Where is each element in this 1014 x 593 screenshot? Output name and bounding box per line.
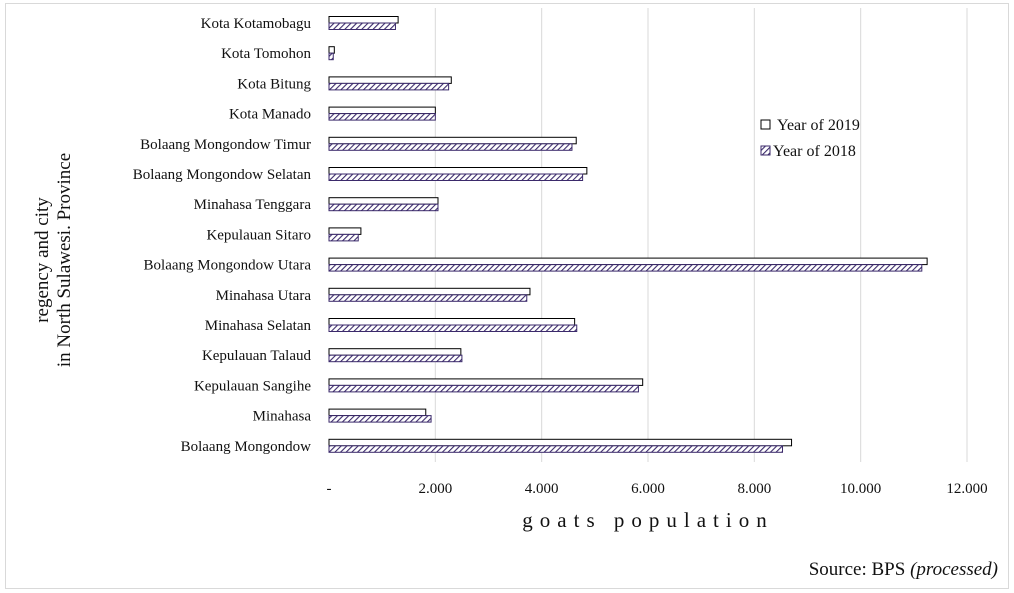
category-label: Bolaang Mongondow Selatan (133, 167, 312, 183)
bar-2018 (328, 294, 528, 302)
bar-2019 (328, 106, 436, 115)
x-tick-labels: - 2.000 4.000 6.000 8.000 10.000 12.000 (327, 481, 988, 497)
bar-2018 (328, 143, 573, 151)
bar-2018 (328, 113, 436, 121)
bar-2018 (328, 324, 578, 332)
bar-2018 (328, 173, 584, 181)
x-tick-label: 4.000 (525, 481, 559, 497)
category-label: Minahasa Utara (216, 288, 312, 304)
bar-2018 (328, 22, 396, 30)
category-labels: Kota Kotamobagu Kota Tomohon Kota Bitung Ko… (133, 16, 312, 455)
category-label: Kepulauan Talaud (202, 348, 312, 364)
bar-2019 (328, 136, 577, 145)
legend-label-2018: Year of 2018 (773, 143, 856, 160)
bar-2018 (328, 203, 439, 212)
category-label: Bolaang Mongondow Timur (140, 137, 311, 153)
y-axis-title: regency and city in North Sulawesi. Prov… (32, 153, 75, 367)
bar-2019 (328, 76, 452, 84)
category-label: Minahasa Tenggara (194, 197, 312, 213)
bar-2019 (328, 348, 462, 356)
y-axis-title-line-2: in North Sulawesi. Province (54, 153, 75, 367)
bar-2019 (328, 227, 362, 235)
bar-2019 (328, 318, 576, 326)
x-axis-title: goats population (522, 508, 773, 532)
x-tick-label: - (327, 481, 332, 497)
source-processed: (processed) (910, 559, 998, 580)
bar-2018 (328, 354, 463, 363)
x-tick-label: 10.000 (840, 481, 881, 497)
bar-2019 (328, 16, 399, 24)
legend-swatch-2018 (760, 145, 771, 156)
category-label: Bolaang Mongondow (181, 439, 312, 455)
bar-2018 (328, 52, 334, 61)
category-label: Bolaang Mongondow Utara (144, 258, 312, 274)
source-prefix: Source: BPS (808, 559, 911, 580)
category-label: Kepulauan Sangihe (194, 378, 311, 394)
x-tick-label: 8.000 (737, 481, 771, 497)
x-tick-label: 12.000 (946, 481, 987, 497)
bar-2019 (328, 287, 531, 296)
bar-2019 (328, 46, 335, 54)
bar-2018 (328, 384, 639, 393)
bar-2019 (328, 408, 427, 417)
bar-2018 (328, 264, 923, 272)
bar-2019 (328, 197, 439, 205)
source-note: Source: BPS (processed) (809, 559, 998, 581)
bar-2019 (328, 438, 793, 447)
bar-2018 (328, 415, 432, 423)
legend: Year of 2019 Year of 2018 (760, 117, 860, 160)
category-label: Kota Kotamobagu (201, 16, 312, 32)
category-label: Minahasa Selatan (205, 318, 312, 334)
bar-2018 (328, 82, 450, 91)
bar-2018 (328, 233, 359, 242)
category-label: Kepulauan Sitaro (206, 227, 311, 243)
category-label: Kota Bitung (237, 76, 311, 92)
bars (328, 16, 928, 453)
gridlines (434, 8, 968, 462)
chart-frame (5, 3, 1009, 589)
bar-2018 (328, 445, 784, 453)
legend-label-2019: Year of 2019 (777, 117, 860, 134)
bar-2019 (328, 257, 928, 266)
bar-2019 (328, 378, 644, 386)
legend-swatch-2019 (760, 119, 771, 130)
y-axis-title-line-1: regency and city (32, 197, 53, 323)
category-label: Kota Tomohon (221, 46, 311, 62)
x-tick-label: 6.000 (631, 481, 665, 497)
category-label: Minahasa (253, 409, 312, 425)
bar-2019 (328, 167, 588, 175)
category-label: Kota Manado (229, 107, 311, 123)
x-tick-label: 2.000 (418, 481, 452, 497)
